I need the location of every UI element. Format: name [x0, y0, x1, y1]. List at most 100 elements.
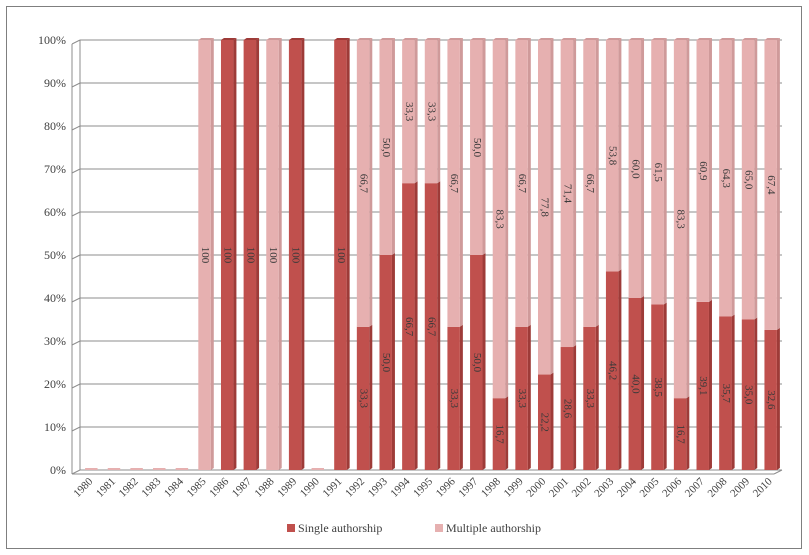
data-label-single: 39,1	[697, 376, 709, 395]
bar-single-authorship	[470, 255, 483, 470]
gridline-depth	[71, 211, 81, 217]
data-label-multiple: 66,7	[516, 174, 528, 194]
gridline-depth	[71, 469, 81, 475]
bar-single-authorship-side	[776, 327, 780, 470]
bar-single-authorship-side	[301, 38, 305, 470]
data-label-multiple: 60,0	[629, 159, 641, 179]
x-tick-label: 1987	[230, 475, 254, 499]
data-labels-layer: 100 100 100 100 100 100 33,3 66,7 50,0 50,0 66,7 33…	[199, 102, 777, 444]
data-label-single: 50,0	[471, 353, 483, 373]
y-tick-label: 90%	[44, 76, 66, 90]
bar-top-cap	[719, 38, 735, 40]
data-label-single: 22,2	[539, 413, 551, 432]
bar-single-authorship-side	[414, 181, 418, 470]
x-tick-label: 2002	[570, 476, 594, 500]
gridline-depth	[71, 383, 81, 389]
x-tick-label: 2008	[705, 475, 729, 499]
y-tick-label: 80%	[44, 119, 66, 133]
data-label-single: 38,5	[652, 378, 664, 398]
bar-top-cap	[379, 38, 395, 40]
x-tick-label: 1995	[411, 475, 435, 499]
bar-single-authorship-side	[641, 296, 645, 470]
bar-empty-marker	[311, 468, 325, 470]
gridline-depth	[71, 82, 81, 88]
y-tick-label: 0%	[50, 463, 66, 477]
bar-single-authorship	[402, 183, 415, 470]
x-axis-floor-edge	[773, 469, 783, 475]
bar-multiple-authorship-side	[459, 38, 463, 327]
bar-multiple-authorship	[560, 40, 574, 348]
bar-top-cap	[515, 38, 531, 40]
gridline-depth	[71, 254, 81, 260]
bar-single-authorship-side	[708, 299, 712, 470]
bar-single-authorship	[220, 40, 234, 470]
bar-multiple-authorship	[537, 40, 551, 375]
bar-top-cap	[447, 38, 463, 40]
gridline-depth	[71, 168, 81, 174]
bar-multiple-authorship-side	[595, 38, 599, 327]
data-label-multiple: 66,7	[448, 174, 460, 194]
bar-multiple-authorship-side	[641, 38, 645, 298]
data-label-single: 50,0	[380, 353, 392, 373]
bar-empty-marker	[175, 468, 189, 470]
y-tick-label: 40%	[44, 291, 66, 305]
bar-multiple-authorship-side	[686, 38, 690, 399]
x-tick-label: 1982	[117, 476, 141, 500]
bar-empty-marker	[153, 468, 166, 470]
bar-top-cap	[356, 38, 373, 40]
x-tick-label: 1997	[456, 475, 480, 499]
x-tick-label: 1989	[275, 475, 299, 499]
bar-multiple-authorship-side	[391, 38, 395, 255]
x-tick-label: 1992	[343, 476, 367, 500]
legend-label-single: Single authorship	[298, 521, 382, 535]
bar-multiple-authorship-side	[369, 38, 373, 327]
bar-multiple-authorship-side	[731, 38, 735, 317]
bar-single-authorship	[288, 40, 302, 470]
data-label-single: 33,3	[516, 389, 528, 409]
bar-single-authorship	[583, 326, 596, 470]
bar-single-authorship	[628, 298, 642, 470]
bar-single-authorship	[356, 326, 370, 470]
x-tick-label: 2003	[592, 475, 616, 499]
data-label-multiple: 83,3	[675, 209, 687, 229]
bar-single-authorship-side	[369, 324, 373, 470]
bar-top-cap	[266, 38, 282, 40]
data-label-single: 100	[335, 247, 347, 264]
x-tick-label: 1996	[434, 475, 458, 499]
bar-single-authorship-side	[731, 314, 735, 470]
bar-multiple-authorship-side	[527, 38, 531, 327]
bar-multiple-authorship-side	[754, 38, 758, 320]
bar-single-authorship-side	[482, 253, 486, 470]
bar-single-authorship	[764, 329, 777, 470]
x-tick-label: 2009	[728, 475, 752, 499]
bar-multiple-authorship	[447, 40, 460, 327]
bar-single-authorship-side	[527, 324, 531, 470]
bar-single-authorship	[379, 255, 392, 470]
bar-single-authorship-side	[505, 396, 509, 470]
x-tick-label: 1990	[298, 475, 322, 499]
x-tick-label: 2000	[524, 475, 548, 499]
x-tick-label: 1981	[94, 476, 118, 500]
bar-top-cap	[583, 38, 599, 40]
data-label-multiple: 71,4	[561, 184, 573, 204]
bar-multiple-authorship	[696, 40, 709, 302]
bar-top-cap	[696, 38, 712, 40]
legend: Single authorship Multiple authorship	[287, 521, 541, 535]
bar-single-authorship-side	[663, 302, 667, 470]
bars-layer	[85, 38, 780, 470]
bar-top-cap	[560, 38, 577, 40]
bar-multiple-authorship-side	[708, 38, 712, 302]
bar-single-authorship	[537, 374, 551, 470]
bar-multiple-authorship-side	[573, 38, 577, 348]
data-label-single: 46,2	[607, 361, 619, 380]
bar-single-authorship-side	[618, 269, 622, 470]
bar-multiple-authorship	[673, 40, 687, 399]
bar-top-cap	[537, 38, 554, 40]
x-tick-label: 2005	[638, 475, 662, 499]
data-label-single: 66,7	[425, 317, 437, 337]
data-label-single: 28,6	[561, 399, 573, 419]
bar-empty-marker	[85, 468, 98, 470]
x-axis-tick-labels: 1980198119821983198419851986198719881989…	[71, 475, 775, 499]
bar-multiple-authorship-side	[776, 38, 780, 330]
x-tick-label: 2004	[615, 475, 639, 499]
